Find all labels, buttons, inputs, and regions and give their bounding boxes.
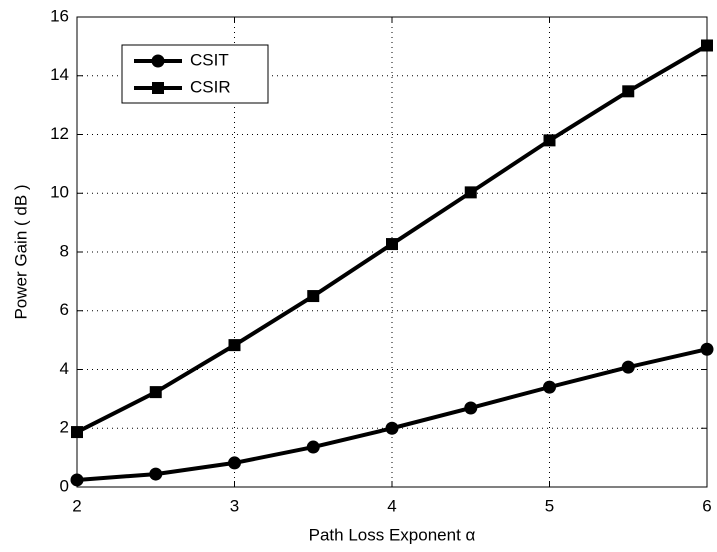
y-tick-label: 16 [50, 6, 69, 25]
x-tick-label: 4 [387, 496, 396, 515]
x-tick-label: 6 [702, 496, 711, 515]
legend-marker [152, 82, 164, 94]
marker [543, 380, 556, 394]
y-tick-label: 4 [60, 359, 69, 378]
marker [386, 238, 398, 251]
marker [385, 421, 399, 435]
y-tick-label: 10 [50, 183, 69, 202]
marker [228, 456, 241, 470]
y-tick-label: 14 [50, 65, 69, 84]
marker [228, 339, 241, 352]
y-tick-label: 8 [60, 241, 69, 260]
marker [307, 290, 320, 303]
legend-label: CSIR [190, 77, 231, 96]
marker [149, 386, 162, 399]
plot-frame [76, 16, 708, 488]
y-axis-label: Power Gain ( dB ) [11, 184, 30, 319]
x-axis-label: Path Loss Exponent α [309, 525, 476, 544]
marker [71, 426, 83, 439]
legend-label: CSIT [190, 50, 229, 69]
x-tick-label: 2 [72, 496, 81, 515]
marker [622, 85, 635, 98]
x-tick-label: 3 [230, 496, 239, 515]
y-tick-label: 6 [60, 300, 69, 319]
legend-box [121, 44, 269, 104]
marker [701, 39, 713, 52]
marker [543, 134, 556, 147]
marker [464, 186, 477, 199]
marker [621, 360, 635, 374]
marker [149, 467, 163, 481]
legend-marker [151, 54, 165, 68]
marker [306, 440, 320, 454]
y-tick-label: 0 [60, 476, 69, 495]
x-tick-label: 5 [545, 496, 554, 515]
y-tick-label: 12 [50, 124, 69, 143]
y-tick-label: 2 [60, 418, 69, 437]
marker [464, 401, 478, 415]
marker [700, 342, 714, 356]
marker [70, 473, 84, 487]
